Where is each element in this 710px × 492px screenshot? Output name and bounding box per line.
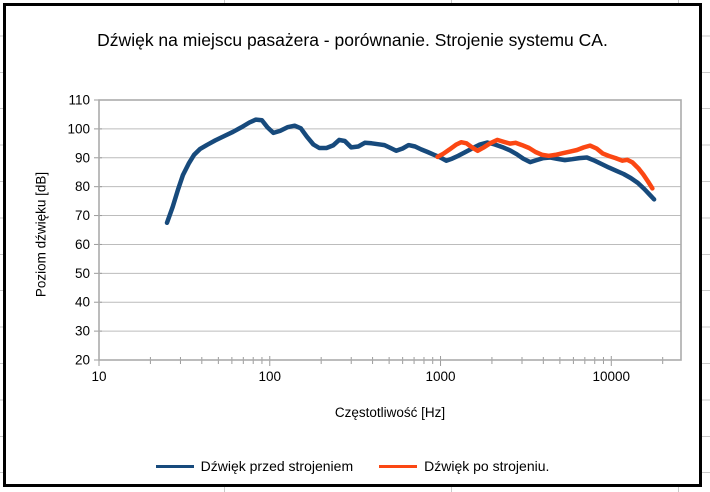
y-tick-label: 90 [75,150,90,165]
y-tick-label: 40 [75,295,90,310]
y-tick-label: 50 [75,266,90,281]
legend-label-after: Dźwięk po strojeniu. [424,458,550,474]
series-line-1 [164,117,657,226]
y-axis-title: Poziom dźwięku [dB] [33,171,49,298]
y-tick-label: 70 [75,208,90,223]
x-tick-label: 1000 [426,369,456,384]
legend-label-before: Dźwięk przed strojeniem [200,458,354,474]
legend-swatch-before [155,464,194,468]
chart-object[interactable]: Dźwięk na miejscu pasażera - porównanie.… [3,3,702,487]
series-line-2 [435,137,655,191]
chart-title: Dźwięk na miejscu pasażera - porównanie.… [97,30,608,50]
y-tick-label: 80 [75,179,90,194]
y-tick-label: 110 [68,93,90,108]
x-tick-label: 10 [91,369,106,384]
y-tick-label: 100 [67,121,90,136]
legend: Dźwięk przed strojeniem Dźwięk po stroje… [6,458,699,474]
legend-item-before: Dźwięk przed strojeniem [155,458,354,474]
y-tick-label: 20 [75,353,90,368]
x-tick-label: 100 [258,369,281,384]
y-tick-label: 60 [75,237,90,252]
plot-border [98,99,682,361]
y-tick-label: 30 [75,324,90,339]
chart-svg: 20 30 40 50 60 70 80 90 100 110 10 100 1000 10000 [67,93,682,384]
legend-item-after: Dźwięk po strojeniu. [379,458,549,474]
x-axis-title: Częstotliwość [Hz] [334,405,446,420]
x-tick-label: 10000 [593,369,631,384]
legend-swatch-after [379,464,418,468]
